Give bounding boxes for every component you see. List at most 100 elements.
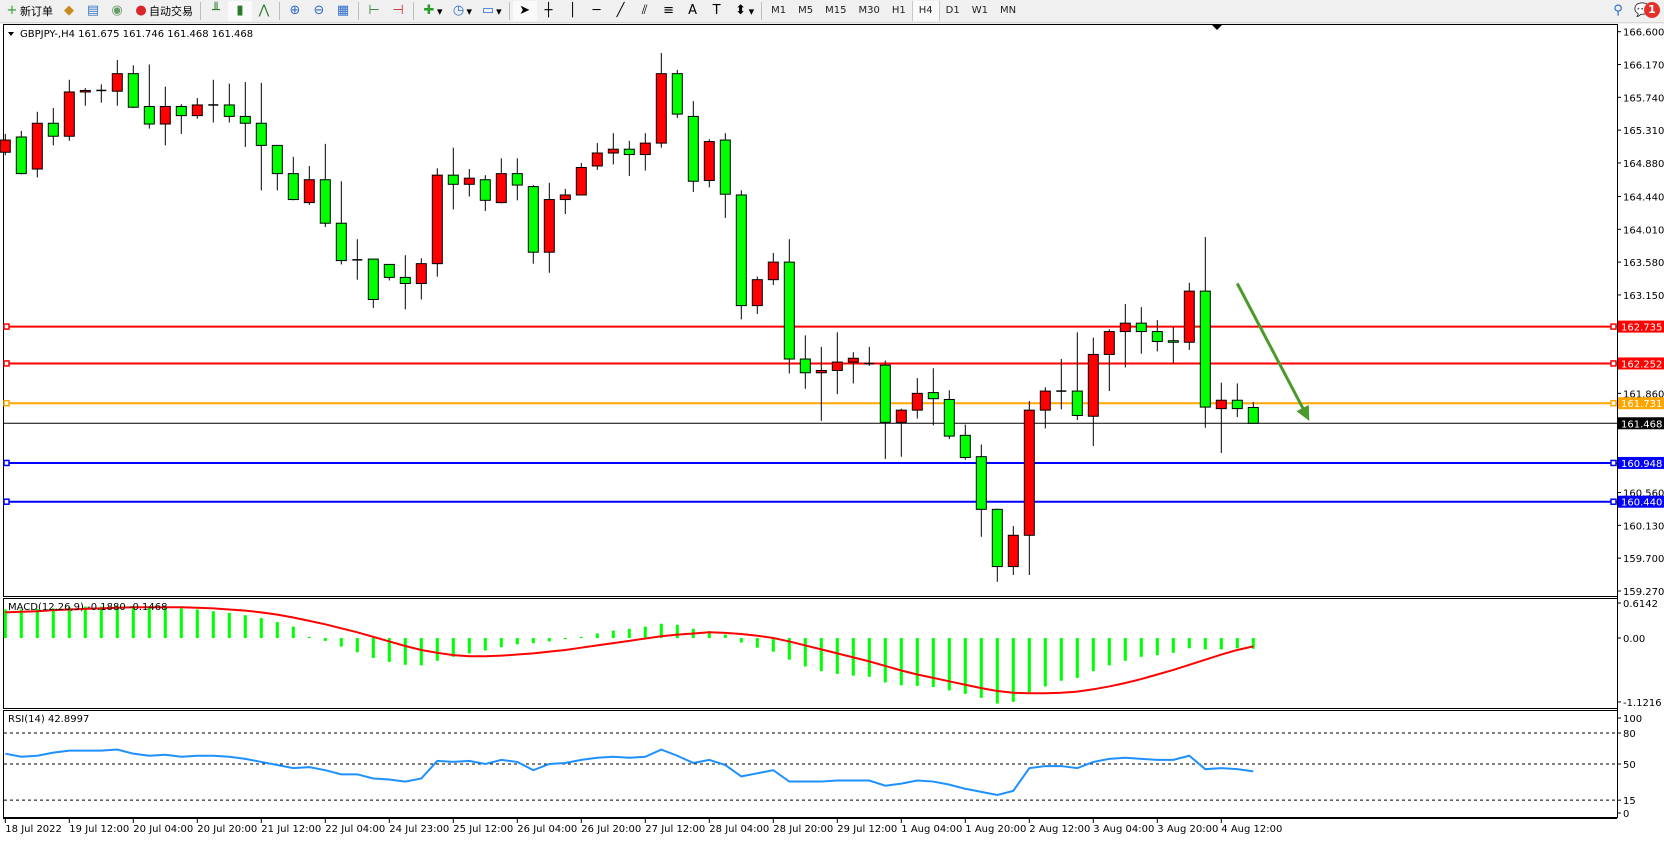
line-anchor-handle[interactable] xyxy=(1610,323,1617,330)
candle-body xyxy=(1167,340,1179,343)
line-anchor-handle[interactable] xyxy=(3,399,10,407)
candle xyxy=(799,335,811,389)
line-anchor-handle[interactable] xyxy=(3,323,10,330)
time-tick-label: 26 Jul 04:00 xyxy=(517,824,577,835)
line-chart-button[interactable]: ⋀ xyxy=(252,1,276,21)
auto-trading-icon: ● xyxy=(135,3,147,18)
candle-body xyxy=(959,434,971,458)
zoom-out-button[interactable]: ⊖ xyxy=(307,1,331,21)
signals-button[interactable]: ◉ xyxy=(105,1,129,21)
line-anchor-handle[interactable] xyxy=(1610,498,1617,505)
indicators-button[interactable]: ✚ ▾ xyxy=(417,1,447,21)
timeframe-w1[interactable]: W1 xyxy=(971,5,988,16)
candle xyxy=(208,79,219,123)
macd-histogram-bar xyxy=(547,638,551,642)
candle xyxy=(271,144,283,191)
navigator-button[interactable]: ▤ xyxy=(81,1,105,21)
macd-histogram-bar xyxy=(195,609,199,638)
line-anchor-handle[interactable] xyxy=(3,360,10,367)
crosshair-button[interactable]: ┼ xyxy=(537,1,561,21)
line-anchor-handle[interactable] xyxy=(1610,459,1617,467)
macd-histogram-bar xyxy=(1075,638,1079,678)
rsi-tick-label: 50 xyxy=(1623,760,1636,771)
price-tag-label: 162.252 xyxy=(1621,359,1662,370)
toolbar-divider xyxy=(358,2,359,20)
line-anchor-handle[interactable] xyxy=(1610,399,1617,407)
candle-body xyxy=(1231,399,1243,410)
candle xyxy=(1056,359,1067,410)
timeframe-d1[interactable]: D1 xyxy=(945,5,960,16)
cursor-icon: ➤ xyxy=(519,3,531,18)
bar-chart-button[interactable]: ╨ xyxy=(204,1,228,21)
candle xyxy=(847,352,859,384)
candle xyxy=(303,165,315,205)
templates-button[interactable]: ▭ ▾ xyxy=(481,3,502,18)
price-tick-label: 164.440 xyxy=(1623,193,1664,204)
macd-histogram-bar xyxy=(803,638,807,667)
candle-body xyxy=(271,144,283,175)
candle xyxy=(479,175,491,212)
macd-histogram-bar xyxy=(339,638,343,647)
chat-button[interactable]: 💬 1 xyxy=(1630,1,1664,21)
auto-trading-label: 自动交易 xyxy=(149,5,193,18)
candle-body xyxy=(1103,331,1115,355)
macd-histogram-bar xyxy=(995,638,999,704)
tile-windows-button[interactable]: ▦ xyxy=(331,1,355,21)
timeframe-m5[interactable]: M5 xyxy=(798,5,814,16)
price-tag-label: 161.731 xyxy=(1621,399,1662,410)
new-order-button[interactable]: + 新订单 xyxy=(0,1,57,21)
candle-body xyxy=(175,105,187,117)
arrows-button[interactable]: ⬍ ▾ xyxy=(729,1,759,21)
price-chart[interactable]: GBPJPY-,H4 161.675 161.746 161.468 161.4… xyxy=(0,24,1664,841)
timeframe-h1[interactable]: H1 xyxy=(891,5,906,16)
macd-signal-line xyxy=(5,606,1254,695)
market-watch-icon: ◆ xyxy=(64,3,74,18)
macd-histogram-bar xyxy=(1123,638,1127,661)
search-icon: ⚲ xyxy=(1613,3,1623,18)
text-icon: A xyxy=(688,3,698,18)
navigator-icon: ▤ xyxy=(86,3,100,18)
line-anchor-handle[interactable] xyxy=(3,459,10,467)
horizontal-line-button[interactable]: ─ xyxy=(585,1,609,21)
macd-histogram-bar xyxy=(115,606,119,638)
market-watch-button[interactable]: ◆ xyxy=(57,1,81,21)
timeframe-m15[interactable]: M15 xyxy=(825,5,847,16)
candlestick-button[interactable]: ▮ xyxy=(228,1,252,21)
text-label-button[interactable]: T xyxy=(705,1,729,21)
candle-body xyxy=(1119,322,1131,333)
cursor-button[interactable]: ➤ xyxy=(512,1,537,21)
timeframe-mn[interactable]: MN xyxy=(999,5,1017,16)
text-button[interactable]: A xyxy=(681,1,705,21)
candle xyxy=(1231,383,1243,418)
candle-body xyxy=(463,177,475,185)
candle-body xyxy=(383,263,395,278)
zoom-in-button[interactable]: ⊕ xyxy=(283,1,307,21)
vertical-line-button[interactable]: │ xyxy=(561,1,585,21)
candle xyxy=(623,140,635,176)
chart-window[interactable]: GBPJPY-,H4 161.675 161.746 161.468 161.4… xyxy=(0,24,1664,841)
trendline-button[interactable]: ╱ xyxy=(609,1,633,21)
auto-trading-button[interactable]: ● 自动交易 xyxy=(129,1,197,21)
line-anchor-handle[interactable] xyxy=(3,498,10,505)
macd-histogram-bar xyxy=(723,634,727,638)
macd-histogram-bar xyxy=(243,615,247,638)
autoscroll-button[interactable]: ⊢ xyxy=(362,1,386,21)
fibonacci-expansion-button[interactable]: ⫽ xyxy=(633,1,657,21)
timeframe-m30[interactable]: M30 xyxy=(858,5,880,16)
candle xyxy=(895,408,907,457)
time-tick-label: 27 Jul 12:00 xyxy=(645,824,705,835)
price-tick-label: 160.560 xyxy=(1623,489,1664,500)
timeframe-m1[interactable]: M1 xyxy=(771,5,787,16)
periods-button[interactable]: ◷ ▾ xyxy=(447,1,477,21)
rsi-header: RSI(14) 42.8997 xyxy=(8,714,89,725)
candle-body xyxy=(495,173,507,204)
lines-layer: 162.735 162.252 161.731 160.948 160.440 xyxy=(3,320,1664,509)
chart-shift-button[interactable]: ⊣ xyxy=(386,1,410,21)
search-button[interactable]: ⚲ xyxy=(1606,1,1630,21)
timeframe-h4[interactable]: H4 xyxy=(911,1,940,21)
candle-body xyxy=(575,167,587,196)
bar-chart-icon: ╨ xyxy=(212,3,220,18)
line-anchor-handle[interactable] xyxy=(1610,360,1617,367)
candle-body xyxy=(815,369,827,374)
fibonacci-fan-button[interactable]: ≡ xyxy=(657,1,681,21)
